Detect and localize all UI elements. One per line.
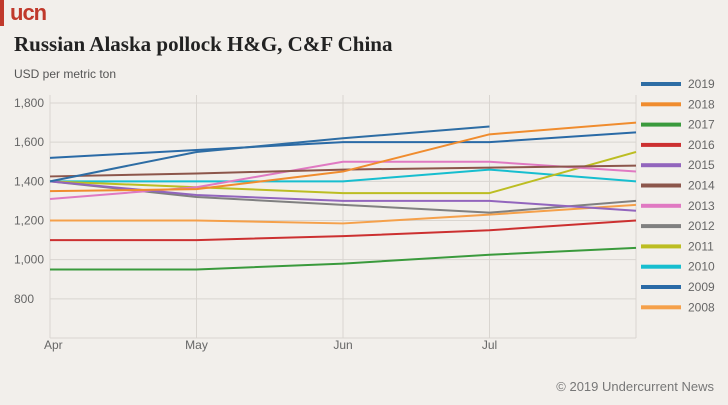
y-tick-label: 1,400 xyxy=(14,174,44,188)
copyright-credit: © 2019 Undercurrent News xyxy=(556,379,714,394)
legend: 2019 2018 2017 2016 2015 2014 2013 2012 2011 2010… xyxy=(641,77,715,314)
legend-label-2018: 2018 xyxy=(688,97,715,111)
legend-swatch-2016 xyxy=(641,142,681,147)
legend-swatch-2019 xyxy=(641,82,681,86)
legend-label-2016: 2016 xyxy=(688,138,715,152)
x-axis-ticks: Apr May Jun Jul xyxy=(44,338,497,352)
y-tick-label: 1,200 xyxy=(14,214,44,228)
series-line-2008 xyxy=(50,203,637,225)
series-line-2016 xyxy=(50,219,637,242)
legend-label-2019: 2019 xyxy=(688,77,715,91)
x-tick-label: May xyxy=(185,338,208,352)
series-line-2010 xyxy=(50,168,637,183)
series-line-2014 xyxy=(49,164,637,178)
series-line-2017 xyxy=(50,246,637,271)
legend-label-2014: 2014 xyxy=(688,179,715,193)
legend-swatch-2011 xyxy=(641,244,681,249)
legend-label-2010: 2010 xyxy=(688,260,715,274)
legend-swatch-2014 xyxy=(641,183,681,188)
legend-swatch-2013 xyxy=(641,203,681,208)
legend-label-2008: 2008 xyxy=(688,300,715,314)
y-tick-label: 1,600 xyxy=(14,135,44,149)
legend-label-2009: 2009 xyxy=(688,280,715,294)
legend-swatch-2008 xyxy=(641,305,681,310)
logo-accent-bar xyxy=(0,0,4,26)
legend-label-2011: 2011 xyxy=(688,239,714,253)
legend-label-2012: 2012 xyxy=(688,219,715,233)
x-tick-label: Jul xyxy=(482,338,497,352)
legend-label-2015: 2015 xyxy=(688,158,715,172)
legend-swatch-2010 xyxy=(641,264,681,269)
legend-swatch-2009 xyxy=(641,285,681,289)
series-line-2019 xyxy=(49,125,490,183)
y-axis-unit-label: USD per metric ton xyxy=(14,67,117,81)
y-tick-label: 1,800 xyxy=(14,96,44,110)
legend-swatch-2018 xyxy=(641,102,681,107)
ucn-logo: ucn xyxy=(0,0,47,26)
logo-text: ucn xyxy=(10,0,47,25)
series-line-2009 xyxy=(49,131,637,159)
legend-swatch-2015 xyxy=(641,163,681,168)
legend-swatch-2012 xyxy=(641,224,681,229)
legend-label-2017: 2017 xyxy=(688,118,715,132)
legend-swatch-2017 xyxy=(641,122,681,127)
y-tick-label: 1,000 xyxy=(14,253,44,267)
x-tick-label: Apr xyxy=(44,338,63,352)
x-tick-label: Jun xyxy=(333,338,352,352)
series-lines xyxy=(49,121,637,271)
series-line-2018 xyxy=(49,121,637,193)
y-tick-label: 800 xyxy=(14,292,34,306)
y-axis-ticks: 800 1,000 1,200 1,400 1,600 1,800 xyxy=(14,96,44,306)
gridlines xyxy=(49,95,637,339)
legend-label-2013: 2013 xyxy=(688,199,715,213)
series-line-2011 xyxy=(49,150,637,195)
chart-title: Russian Alaska pollock H&G, C&F China xyxy=(14,32,393,56)
